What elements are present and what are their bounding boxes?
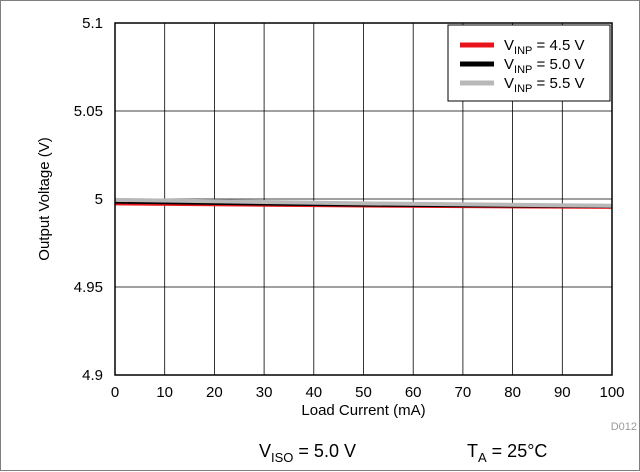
condition-label: TA = 25°C <box>467 441 547 465</box>
x-tick-label: 100 <box>599 384 624 401</box>
x-tick-label: 10 <box>156 384 173 401</box>
x-tick-label: 40 <box>305 384 322 401</box>
x-tick-label: 0 <box>111 384 119 401</box>
y-axis-label: Output Voltage (V) <box>36 137 53 260</box>
x-tick-label: 30 <box>256 384 273 401</box>
legend-entry: VINP = 5.0 V <box>504 56 584 76</box>
test-conditions: VISO = 5.0 V TA = 25°C <box>259 441 547 465</box>
figure-code: D012 <box>611 421 637 433</box>
x-axis-label: Load Current (mA) <box>301 402 425 419</box>
legend-entry: VINP = 4.5 V <box>504 37 584 57</box>
y-tick-labels: 4.9 4.95 5 5.05 5.1 <box>74 15 103 384</box>
condition-label: VISO = 5.0 V <box>259 441 356 465</box>
series-line <box>114 197 613 208</box>
x-tick-label: 20 <box>206 384 223 401</box>
y-tick-label: 5.05 <box>74 103 103 120</box>
y-tick-label: 5.1 <box>82 15 103 32</box>
y-tick-label: 4.9 <box>82 367 103 384</box>
x-tick-label: 90 <box>554 384 571 401</box>
series-layer <box>114 197 613 209</box>
y-tick-label: 4.95 <box>74 279 103 296</box>
x-tick-label: 70 <box>455 384 472 401</box>
legend-entry: VINP = 5.5 V <box>504 75 584 95</box>
x-tick-labels: 0 10 20 30 40 50 60 70 80 90 100 <box>111 384 625 401</box>
plot-area <box>114 22 613 376</box>
x-tick-label: 80 <box>504 384 521 401</box>
x-tick-label: 50 <box>355 384 372 401</box>
y-tick-label: 5 <box>95 191 103 208</box>
x-tick-label: 60 <box>405 384 422 401</box>
